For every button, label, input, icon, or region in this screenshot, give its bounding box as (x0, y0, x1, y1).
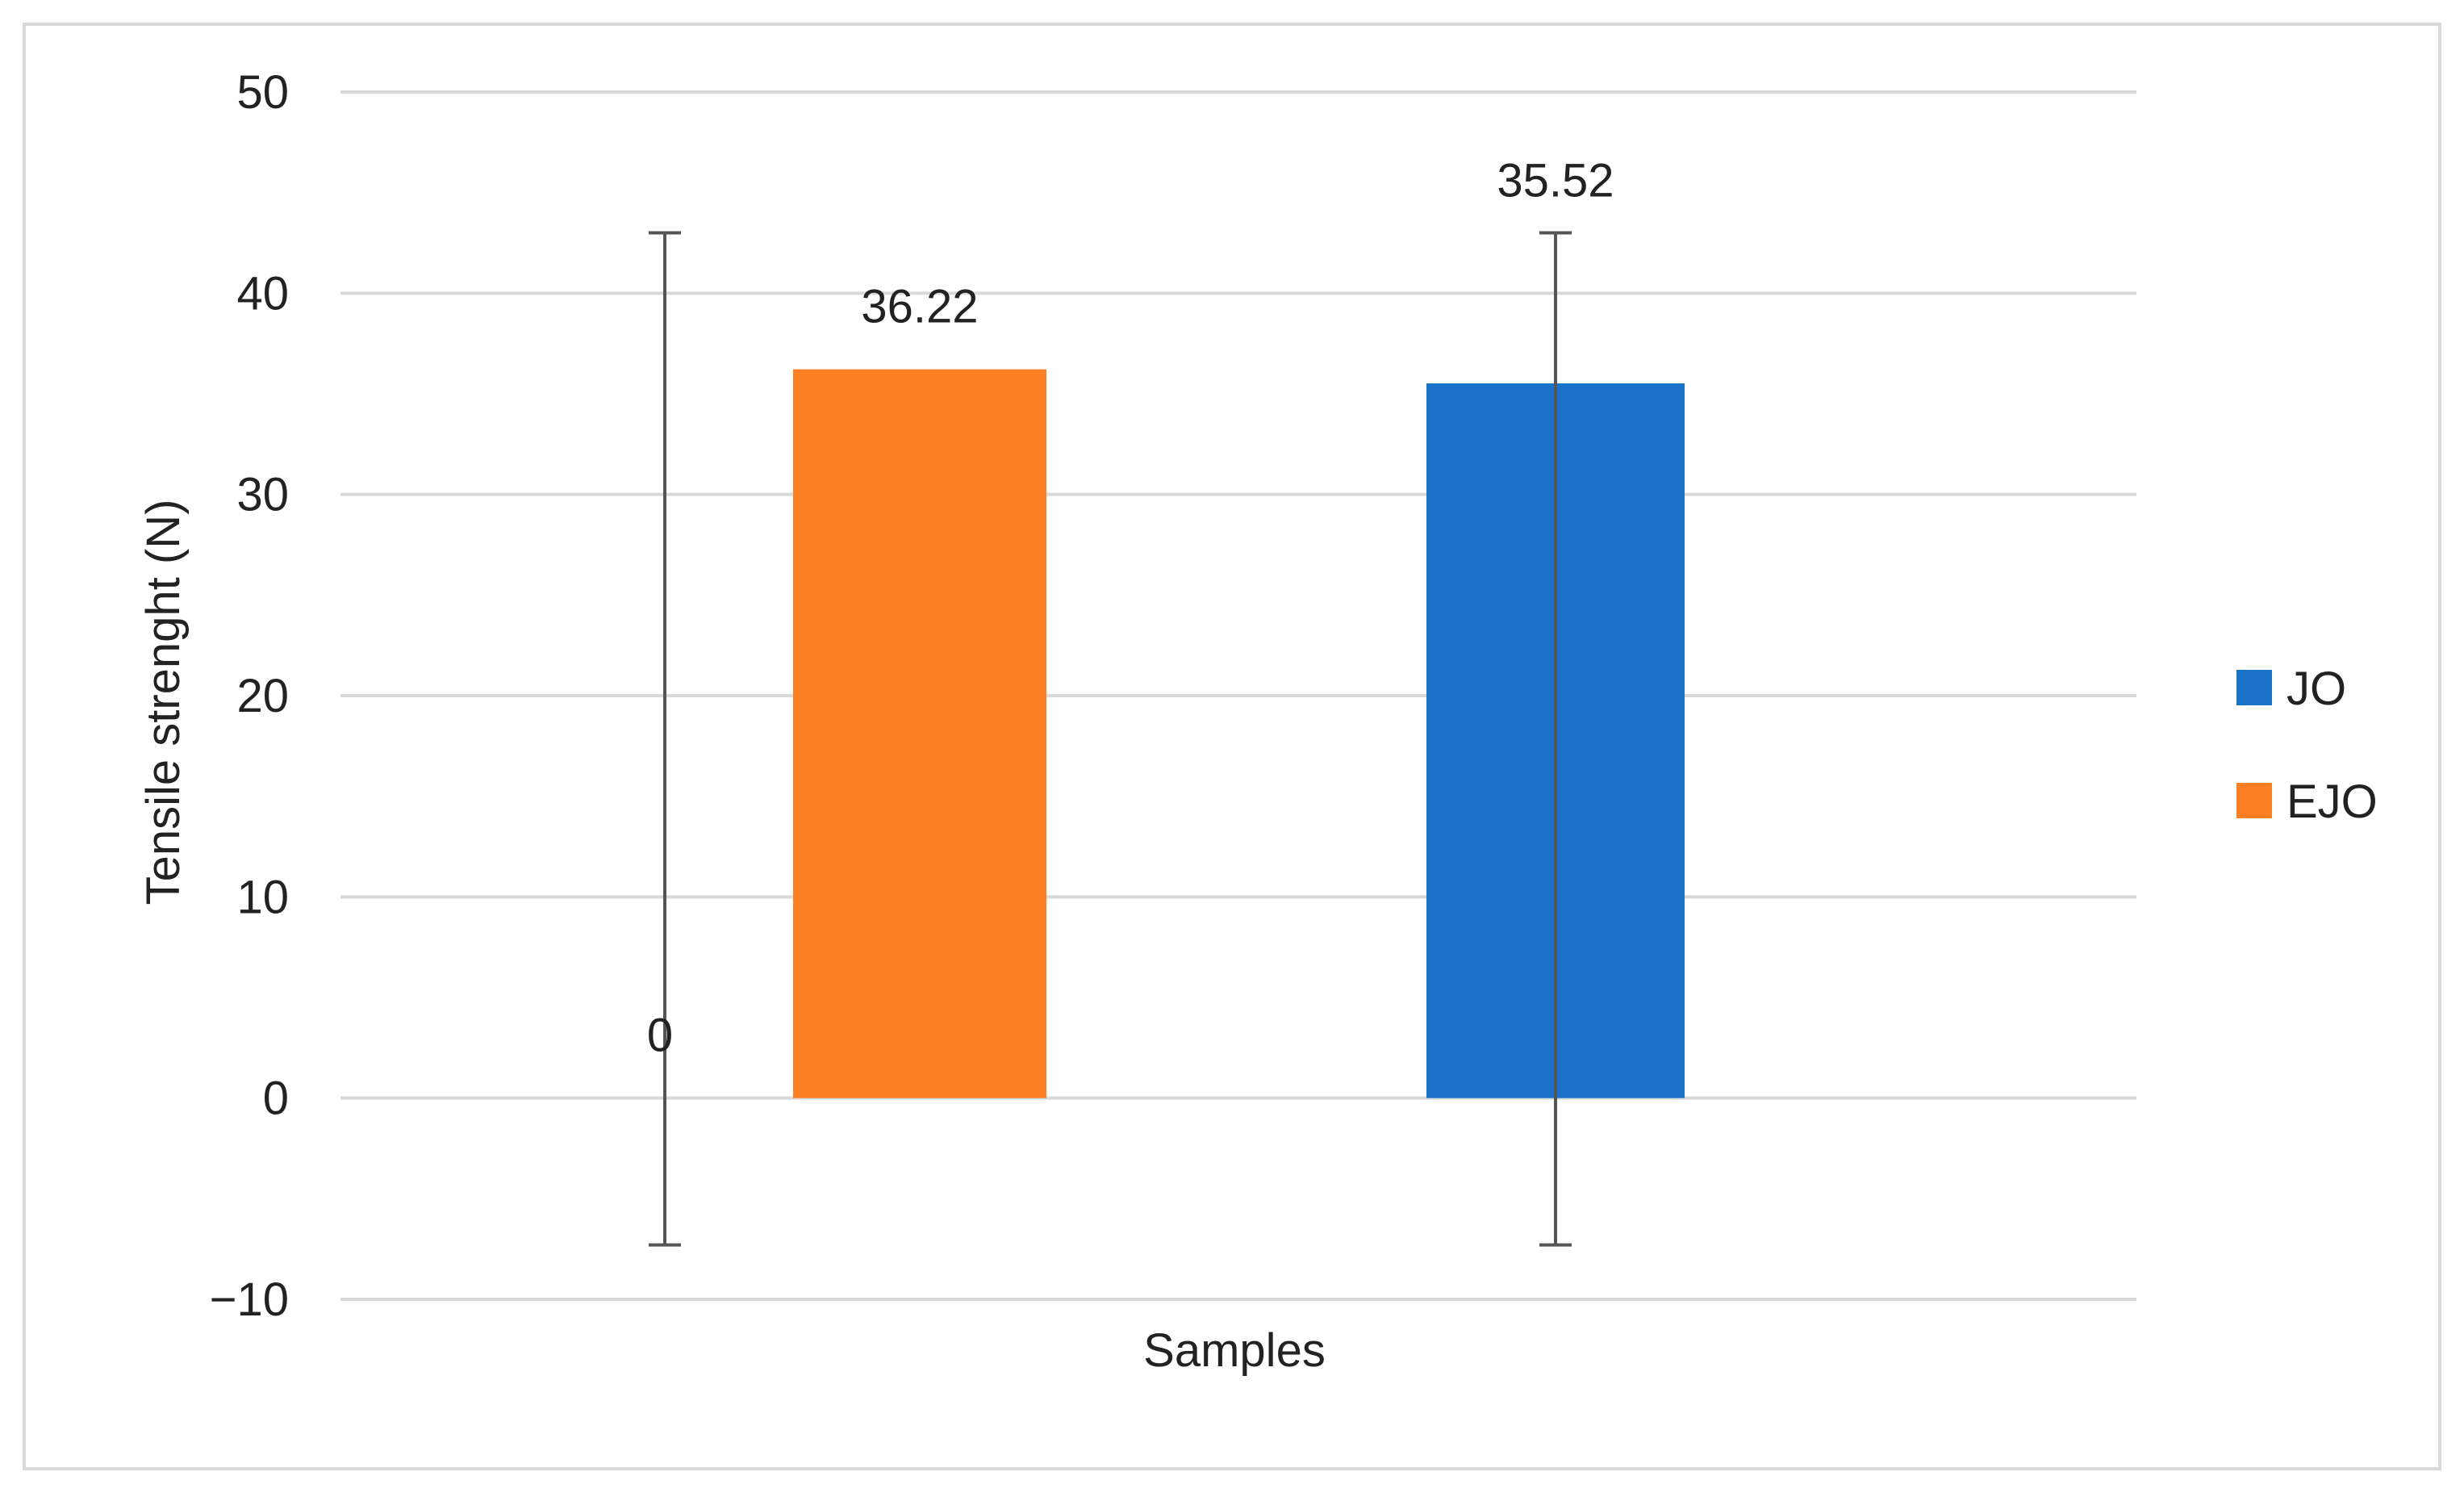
x-axis-title: Samples (1143, 1324, 1326, 1377)
y-tick-label: 0 (263, 1073, 289, 1125)
error-bar (1539, 231, 1572, 1247)
y-tick-label: 40 (236, 267, 289, 320)
error-bar (649, 231, 681, 1247)
bars (793, 369, 1685, 1098)
error-bars (649, 231, 1572, 1247)
y-tick-label: 10 (236, 871, 289, 923)
y-axis-ticks: −10 0 10 20 30 40 50 (210, 66, 289, 1326)
legend-swatch (2236, 783, 2272, 818)
legend-item: EJO (2236, 776, 2378, 828)
legend-item: JO (2236, 663, 2346, 715)
legend-label: JO (2287, 663, 2346, 715)
legend: JO EJO (2236, 663, 2378, 828)
y-tick-label: −10 (210, 1273, 289, 1326)
bar-ejo (793, 369, 1046, 1098)
y-axis-title: Tensile strenght (N) (137, 500, 190, 905)
y-tick-label: 50 (236, 66, 289, 119)
legend-swatch (2236, 670, 2272, 705)
legend-label: EJO (2287, 776, 2378, 828)
data-label: 0 (647, 1010, 673, 1062)
y-tick-label: 20 (236, 670, 289, 722)
data-labels: 0 36.22 35.52 (647, 155, 1614, 1062)
data-label: 35.52 (1497, 155, 1614, 207)
y-tick-label: 30 (236, 469, 289, 521)
data-label: 36.22 (861, 281, 978, 333)
chart-frame (23, 23, 2441, 1470)
gridlines (340, 90, 2136, 1301)
